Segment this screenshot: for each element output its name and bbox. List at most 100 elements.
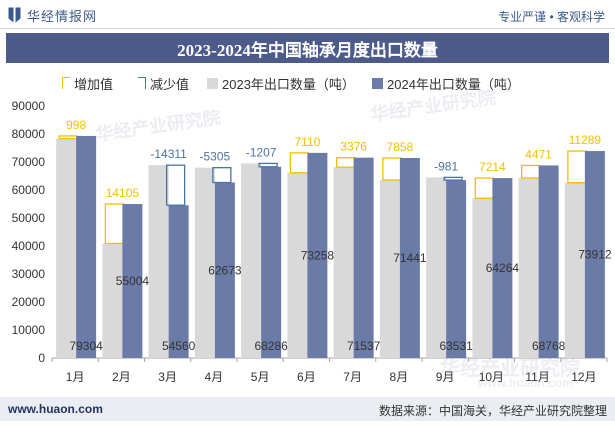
increase-box	[104, 203, 125, 245]
increase-box	[567, 150, 587, 184]
change-label: 4471	[525, 147, 552, 161]
bar-2023	[333, 167, 354, 358]
change-label: 11289	[569, 133, 602, 147]
x-tick-label: 9月	[436, 370, 455, 384]
bar-2024	[446, 180, 467, 358]
legend-swatch-2024	[372, 77, 383, 89]
value-label-2024: 71537	[347, 339, 381, 353]
x-tick-label: 5月	[251, 370, 270, 384]
bar-chart: 0 10000 20000 30000 40000 50000 60000 70000 8000…	[12, 99, 612, 384]
logo-text: 华经情报网	[27, 8, 98, 24]
value-label-2024: 73912	[578, 248, 612, 262]
change-label: -981	[434, 159, 458, 173]
bar-2024	[538, 165, 559, 358]
value-label-2024: 68286	[254, 339, 288, 353]
bar-2023	[241, 163, 262, 358]
legend-label-2023: 2023年出口数量（吨）	[222, 76, 355, 92]
bar-2024	[168, 205, 189, 358]
decrease-box	[258, 162, 278, 168]
increase-box	[382, 157, 402, 181]
change-label: -1207	[246, 145, 277, 159]
bar-2024	[122, 203, 143, 358]
y-tick-label: 0	[38, 351, 45, 365]
header-logo: 华经情报网	[8, 6, 97, 24]
value-label-2024: 64264	[486, 261, 520, 275]
increase-box	[58, 135, 78, 140]
change-label: 998	[66, 118, 86, 132]
value-label-2024: 79304	[69, 339, 103, 353]
change-label: -5305	[200, 150, 231, 164]
bar-2024	[307, 152, 328, 358]
title-bar: 2023-2024年中国轴承月度出口数量	[6, 33, 609, 63]
bar-2023	[472, 198, 493, 358]
y-tick-label: 60000	[12, 183, 46, 197]
x-tick-label: 6月	[297, 370, 316, 384]
bar-2023	[194, 167, 215, 358]
x-tick-label: 2月	[112, 370, 131, 384]
bar-2023	[379, 179, 400, 358]
y-tick-label: 30000	[12, 267, 46, 281]
bar-2024	[261, 166, 282, 358]
chart-title: 2023-2024年中国轴承月度出口数量	[177, 40, 438, 60]
legend-swatch-2023	[207, 77, 218, 89]
change-label: 14105	[106, 186, 140, 200]
decrease-box	[165, 164, 186, 206]
x-tick-label: 3月	[158, 370, 177, 384]
huajing-logo-icon	[8, 7, 21, 23]
bar-2023	[564, 182, 585, 358]
increase-box	[289, 152, 310, 174]
decrease-box	[212, 167, 232, 184]
legend-swatch-decrease	[138, 77, 146, 89]
legend-item-decrease: 减少值	[138, 74, 189, 92]
bar-2023	[102, 243, 123, 358]
legend-item-increase: 增加值	[62, 74, 113, 92]
bar-2023	[426, 177, 447, 358]
value-label-2024: 71441	[393, 251, 427, 265]
increase-box	[335, 157, 356, 168]
bar-2023	[148, 165, 169, 358]
bar-2023	[56, 138, 77, 358]
bar-2023	[287, 172, 308, 358]
value-label-2024: 68768	[532, 339, 566, 353]
legend-label-2024: 2024年出口数量（吨）	[387, 76, 520, 92]
bar-2024	[399, 157, 420, 358]
value-label-2024: 62673	[208, 263, 242, 277]
decrease-box	[443, 176, 463, 181]
legend-swatch-increase	[62, 77, 70, 89]
y-tick-label: 40000	[12, 239, 46, 253]
value-label-2024: 63531	[439, 339, 473, 353]
x-tick-label: 10月	[479, 370, 504, 384]
change-label: -14311	[150, 147, 187, 161]
legend-label-decrease: 减少值	[150, 76, 190, 92]
value-label-2024: 73258	[301, 248, 335, 262]
x-tick-label: 1月	[66, 370, 85, 384]
legend-item-2024: 2024年出口数量（吨）	[372, 74, 520, 92]
footer: www.huaon.com 数据来源：中国海关，华经产业研究院整理	[0, 397, 615, 421]
y-tick-label: 90000	[12, 99, 46, 113]
header-divider	[0, 28, 615, 29]
change-label: 3376	[340, 140, 367, 154]
increase-box	[520, 164, 541, 179]
value-label-2024: 55004	[116, 274, 150, 288]
x-tick-label: 8月	[390, 370, 409, 384]
footer-source: 数据来源：中国海关，华经产业研究院整理	[378, 404, 607, 418]
bar-2024	[214, 182, 235, 358]
x-tick-label: 7月	[343, 370, 362, 384]
legend-item-2023: 2023年出口数量（吨）	[207, 74, 355, 92]
y-tick-label: 70000	[12, 155, 46, 169]
increase-box	[474, 177, 495, 199]
header-slogan: 专业严谨 • 客观科学	[498, 10, 605, 24]
x-tick-label: 11月	[525, 370, 549, 384]
x-tick-label: 4月	[205, 370, 224, 384]
y-tick-label: 10000	[12, 323, 46, 337]
bar-2024	[492, 178, 513, 358]
footer-website: www.huaon.com	[8, 402, 103, 416]
bar-2024	[353, 157, 374, 358]
x-tick-label: 12月	[571, 370, 596, 384]
bar-2024	[584, 151, 605, 358]
y-tick-label: 20000	[12, 295, 46, 309]
bar-2023	[518, 177, 539, 358]
change-label: 7110	[294, 135, 320, 149]
change-label: 7858	[387, 140, 414, 154]
